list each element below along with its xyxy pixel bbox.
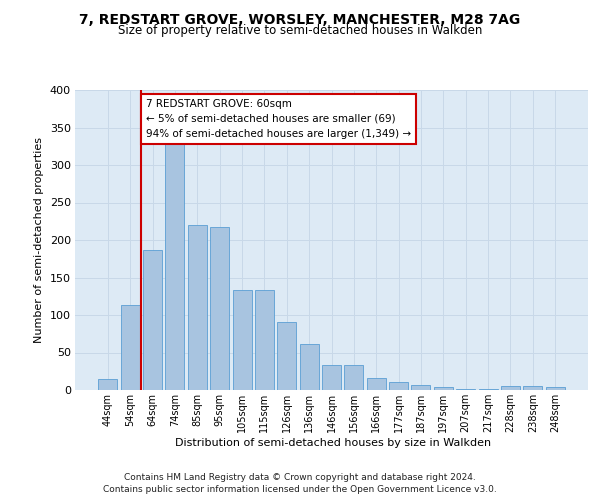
Text: 7 REDSTART GROVE: 60sqm
← 5% of semi-detached houses are smaller (69)
94% of sem: 7 REDSTART GROVE: 60sqm ← 5% of semi-det…	[146, 99, 411, 138]
Bar	[166, 138, 184, 390]
Y-axis label: Number of semi-detached properties: Number of semi-detached properties	[34, 137, 44, 343]
Bar	[210, 226, 229, 390]
Bar	[456, 389, 475, 390]
Bar	[389, 382, 408, 390]
Bar	[412, 385, 430, 390]
Bar	[479, 389, 497, 390]
Bar	[277, 322, 296, 390]
Bar	[188, 225, 207, 390]
Text: 7, REDSTART GROVE, WORSLEY, MANCHESTER, M28 7AG: 7, REDSTART GROVE, WORSLEY, MANCHESTER, …	[79, 12, 521, 26]
Bar	[501, 386, 520, 390]
Bar	[143, 250, 162, 390]
Bar	[299, 344, 319, 390]
Text: Size of property relative to semi-detached houses in Walkden: Size of property relative to semi-detach…	[118, 24, 482, 37]
Bar	[233, 290, 251, 390]
Bar	[98, 379, 118, 390]
Bar	[367, 378, 386, 390]
Bar	[121, 305, 140, 390]
Text: Distribution of semi-detached houses by size in Walkden: Distribution of semi-detached houses by …	[175, 438, 491, 448]
Text: Contains HM Land Registry data © Crown copyright and database right 2024.
Contai: Contains HM Land Registry data © Crown c…	[103, 472, 497, 494]
Bar	[545, 387, 565, 390]
Bar	[255, 290, 274, 390]
Bar	[523, 386, 542, 390]
Bar	[322, 364, 341, 390]
Bar	[344, 364, 364, 390]
Bar	[434, 387, 453, 390]
